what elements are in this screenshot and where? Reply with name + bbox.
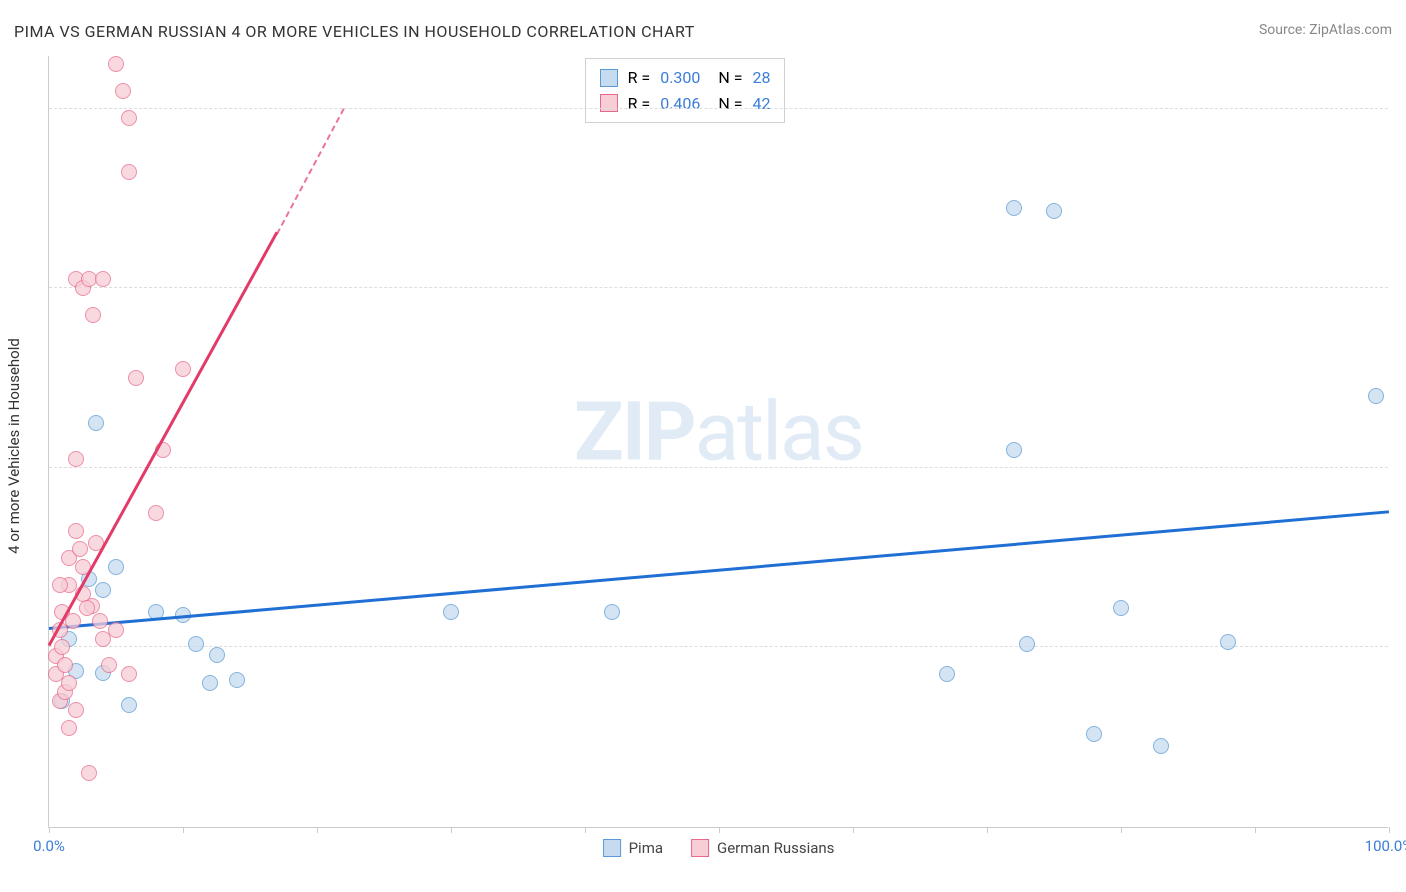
scatter-point [108, 559, 124, 575]
scatter-point [1368, 388, 1384, 404]
scatter-point [121, 110, 137, 126]
scatter-point [88, 415, 104, 431]
legend-n-value: 42 [753, 91, 771, 117]
scatter-point [121, 666, 137, 682]
scatter-point [1006, 442, 1022, 458]
gridline [49, 108, 1388, 109]
scatter-point [108, 622, 124, 638]
scatter-point [101, 657, 117, 673]
xtick [317, 827, 318, 833]
xtick [719, 827, 720, 833]
legend-item: German Russians [691, 839, 834, 857]
ytick-label: 10.0% [1393, 620, 1406, 638]
y-axis-label: 4 or more Vehicles in Household [5, 338, 23, 554]
scatter-point [443, 604, 459, 620]
scatter-point [1153, 738, 1169, 754]
legend-row: R = 0.300 N = 28 [600, 65, 771, 91]
scatter-point [61, 720, 77, 736]
scatter-point [128, 370, 144, 386]
xtick [853, 827, 854, 833]
source-label: Source: ZipAtlas.com [1259, 22, 1392, 38]
scatter-point [68, 451, 84, 467]
legend-n-label: N = [710, 65, 742, 91]
legend-r-value: 0.406 [660, 91, 700, 117]
series-legend: Pima German Russians [603, 839, 835, 857]
legend-n-value: 28 [753, 65, 771, 91]
scatter-point [229, 672, 245, 688]
xtick [49, 827, 50, 833]
scatter-point [85, 307, 101, 323]
scatter-point [95, 271, 111, 287]
scatter-point [92, 613, 108, 629]
scatter-point [1019, 636, 1035, 652]
scatter-point [61, 675, 77, 691]
scatter-point [57, 657, 73, 673]
scatter-point [1046, 203, 1062, 219]
legend-item: Pima [603, 839, 663, 857]
scatter-point [68, 702, 84, 718]
legend-swatch [600, 94, 618, 112]
legend-label: Pima [629, 839, 663, 857]
xtick [451, 827, 452, 833]
legend-r-label: R = [628, 65, 651, 91]
scatter-point [604, 604, 620, 620]
trend-line [49, 510, 1389, 630]
legend-swatch [603, 839, 621, 857]
scatter-point [202, 675, 218, 691]
gridline [49, 467, 1388, 468]
xtick [183, 827, 184, 833]
ytick-label: 40.0% [1393, 82, 1406, 100]
scatter-point [1006, 200, 1022, 216]
scatter-point [1086, 726, 1102, 742]
scatter-point [1113, 600, 1129, 616]
scatter-point [52, 577, 68, 593]
gridline [49, 287, 1388, 288]
trend-line-dash [276, 107, 345, 234]
chart-title: PIMA VS GERMAN RUSSIAN 4 OR MORE VEHICLE… [14, 22, 695, 41]
legend-n-label: N = [710, 91, 742, 117]
xtick [1255, 827, 1256, 833]
scatter-point [72, 541, 88, 557]
ytick-label: 20.0% [1393, 441, 1406, 459]
scatter-point [1220, 634, 1236, 650]
scatter-point [95, 582, 111, 598]
xtick [987, 827, 988, 833]
legend-label: German Russians [717, 839, 834, 857]
scatter-point [188, 636, 204, 652]
scatter-point [175, 361, 191, 377]
xtick-label: 0.0% [33, 837, 65, 855]
watermark: ZIPatlas [574, 384, 863, 480]
xtick-label: 100.0% [1365, 837, 1406, 855]
legend-swatch [600, 69, 618, 87]
ytick-label: 30.0% [1393, 261, 1406, 279]
correlation-legend: R = 0.300 N = 28R = 0.406 N = 42 [585, 58, 786, 123]
xtick [1389, 827, 1390, 833]
scatter-point [939, 666, 955, 682]
scatter-point [148, 505, 164, 521]
scatter-point [54, 639, 70, 655]
scatter-point [81, 765, 97, 781]
legend-r-label: R = [628, 91, 651, 117]
scatter-point [121, 697, 137, 713]
plot-area: ZIPatlas R = 0.300 N = 28R = 0.406 N = 4… [48, 56, 1388, 828]
xtick [1121, 827, 1122, 833]
legend-r-value: 0.300 [660, 65, 700, 91]
legend-swatch [691, 839, 709, 857]
scatter-point [108, 56, 124, 72]
legend-row: R = 0.406 N = 42 [600, 91, 771, 117]
scatter-point [115, 83, 131, 99]
scatter-point [79, 600, 95, 616]
scatter-point [121, 164, 137, 180]
xtick [585, 827, 586, 833]
scatter-point [68, 523, 84, 539]
gridline [49, 646, 1388, 647]
scatter-point [209, 647, 225, 663]
